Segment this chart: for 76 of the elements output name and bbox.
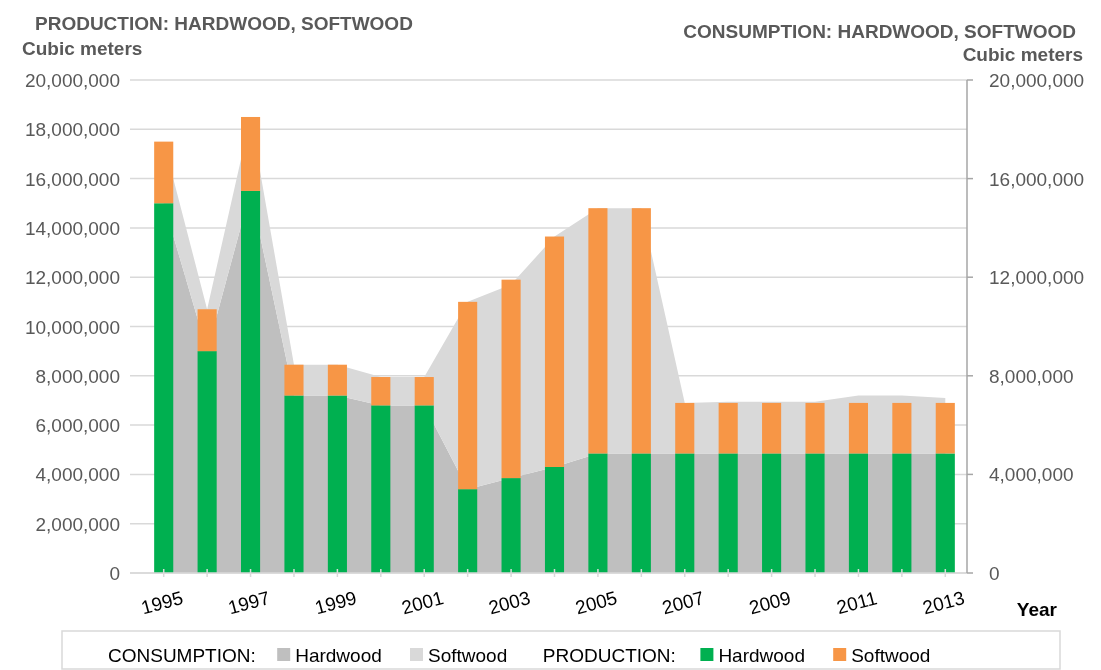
x-tick-label: 2003 bbox=[486, 587, 533, 619]
x-tick-label: 2009 bbox=[746, 587, 794, 619]
y2-tick-label: 20,000,000 bbox=[989, 70, 1085, 91]
bar bbox=[631, 453, 651, 573]
bar bbox=[935, 453, 955, 573]
bar bbox=[805, 402, 825, 454]
bar bbox=[197, 309, 217, 352]
y-tick-label: 12,000,000 bbox=[24, 267, 120, 289]
y-tick-label: 20,000,000 bbox=[24, 70, 120, 91]
y-tick-label: 8,000,000 bbox=[35, 365, 120, 387]
bar bbox=[458, 489, 478, 573]
y-tick-label: 10,000,000 bbox=[24, 316, 120, 338]
bar bbox=[154, 141, 174, 204]
bar bbox=[414, 405, 434, 573]
bar bbox=[762, 453, 782, 573]
y2-tick-label: 12,000,000 bbox=[989, 267, 1085, 289]
bar bbox=[371, 405, 391, 573]
y2-tick-label: 8,000,000 bbox=[989, 365, 1074, 387]
bar bbox=[848, 453, 868, 573]
bar bbox=[892, 453, 912, 573]
bar bbox=[197, 351, 217, 573]
legend-label: Softwood bbox=[428, 645, 508, 666]
bar bbox=[458, 301, 478, 490]
bar bbox=[284, 364, 304, 396]
y-tick-label: 6,000,000 bbox=[35, 415, 120, 437]
bar bbox=[762, 402, 782, 454]
bar bbox=[544, 236, 565, 467]
x-tick-label: 1997 bbox=[225, 587, 273, 619]
legend-label: Softwood bbox=[851, 645, 931, 666]
x-tick-label: 2005 bbox=[573, 587, 620, 619]
bar bbox=[805, 453, 825, 573]
bar bbox=[892, 402, 912, 454]
y2-tick-label: 0 bbox=[989, 563, 1000, 584]
y-tick-label: 0 bbox=[109, 563, 120, 584]
bar bbox=[848, 402, 868, 454]
x-tick-label: 2001 bbox=[399, 587, 446, 619]
bar bbox=[371, 377, 391, 406]
y2-tick-label: 16,000,000 bbox=[989, 168, 1085, 190]
legend-label: Hardwood bbox=[295, 645, 382, 666]
text: PRODUCTION: bbox=[542, 645, 676, 666]
bar bbox=[241, 190, 261, 573]
bar bbox=[327, 364, 347, 396]
bar bbox=[588, 453, 608, 573]
bar bbox=[718, 402, 738, 454]
bar bbox=[327, 395, 347, 573]
y-axis-title: Cubic meters bbox=[22, 38, 143, 59]
y-tick-label: 18,000,000 bbox=[24, 119, 120, 141]
y-tick-label: 14,000,000 bbox=[24, 217, 120, 239]
x-axis-title: Year bbox=[1016, 599, 1058, 620]
bar bbox=[588, 208, 608, 454]
bar bbox=[631, 208, 651, 454]
bar bbox=[718, 453, 738, 573]
bar bbox=[675, 402, 695, 454]
bar bbox=[544, 467, 565, 573]
bar bbox=[501, 478, 521, 573]
x-tick-label: 2013 bbox=[920, 587, 967, 619]
bar bbox=[501, 279, 521, 479]
x-tick-label: 1999 bbox=[312, 587, 359, 619]
y2-tick-label: 4,000,000 bbox=[989, 464, 1074, 486]
legend-label: Hardwood bbox=[718, 645, 806, 666]
bar bbox=[241, 116, 261, 191]
bar bbox=[154, 203, 174, 573]
bar bbox=[935, 402, 955, 454]
chart-title: PRODUCTION: HARDWOOD, SOFTWOOD bbox=[35, 13, 413, 34]
chart-subtitle: CONSUMPTION: HARDWOOD, SOFTWOOD bbox=[683, 21, 1076, 42]
text: CONSUMPTION: bbox=[108, 645, 256, 666]
x-tick-label: 1995 bbox=[138, 587, 186, 619]
y-tick-label: 4,000,000 bbox=[35, 464, 120, 486]
x-tick-label: 2007 bbox=[659, 587, 707, 619]
x-tick-label: 2011 bbox=[834, 587, 880, 619]
y-tick-label: 16,000,000 bbox=[24, 168, 120, 190]
y-tick-label: 2,000,000 bbox=[35, 513, 120, 535]
bar bbox=[284, 395, 304, 573]
bar bbox=[675, 453, 695, 573]
y2-axis-title: Cubic meters bbox=[962, 44, 1083, 65]
bar bbox=[414, 377, 434, 406]
